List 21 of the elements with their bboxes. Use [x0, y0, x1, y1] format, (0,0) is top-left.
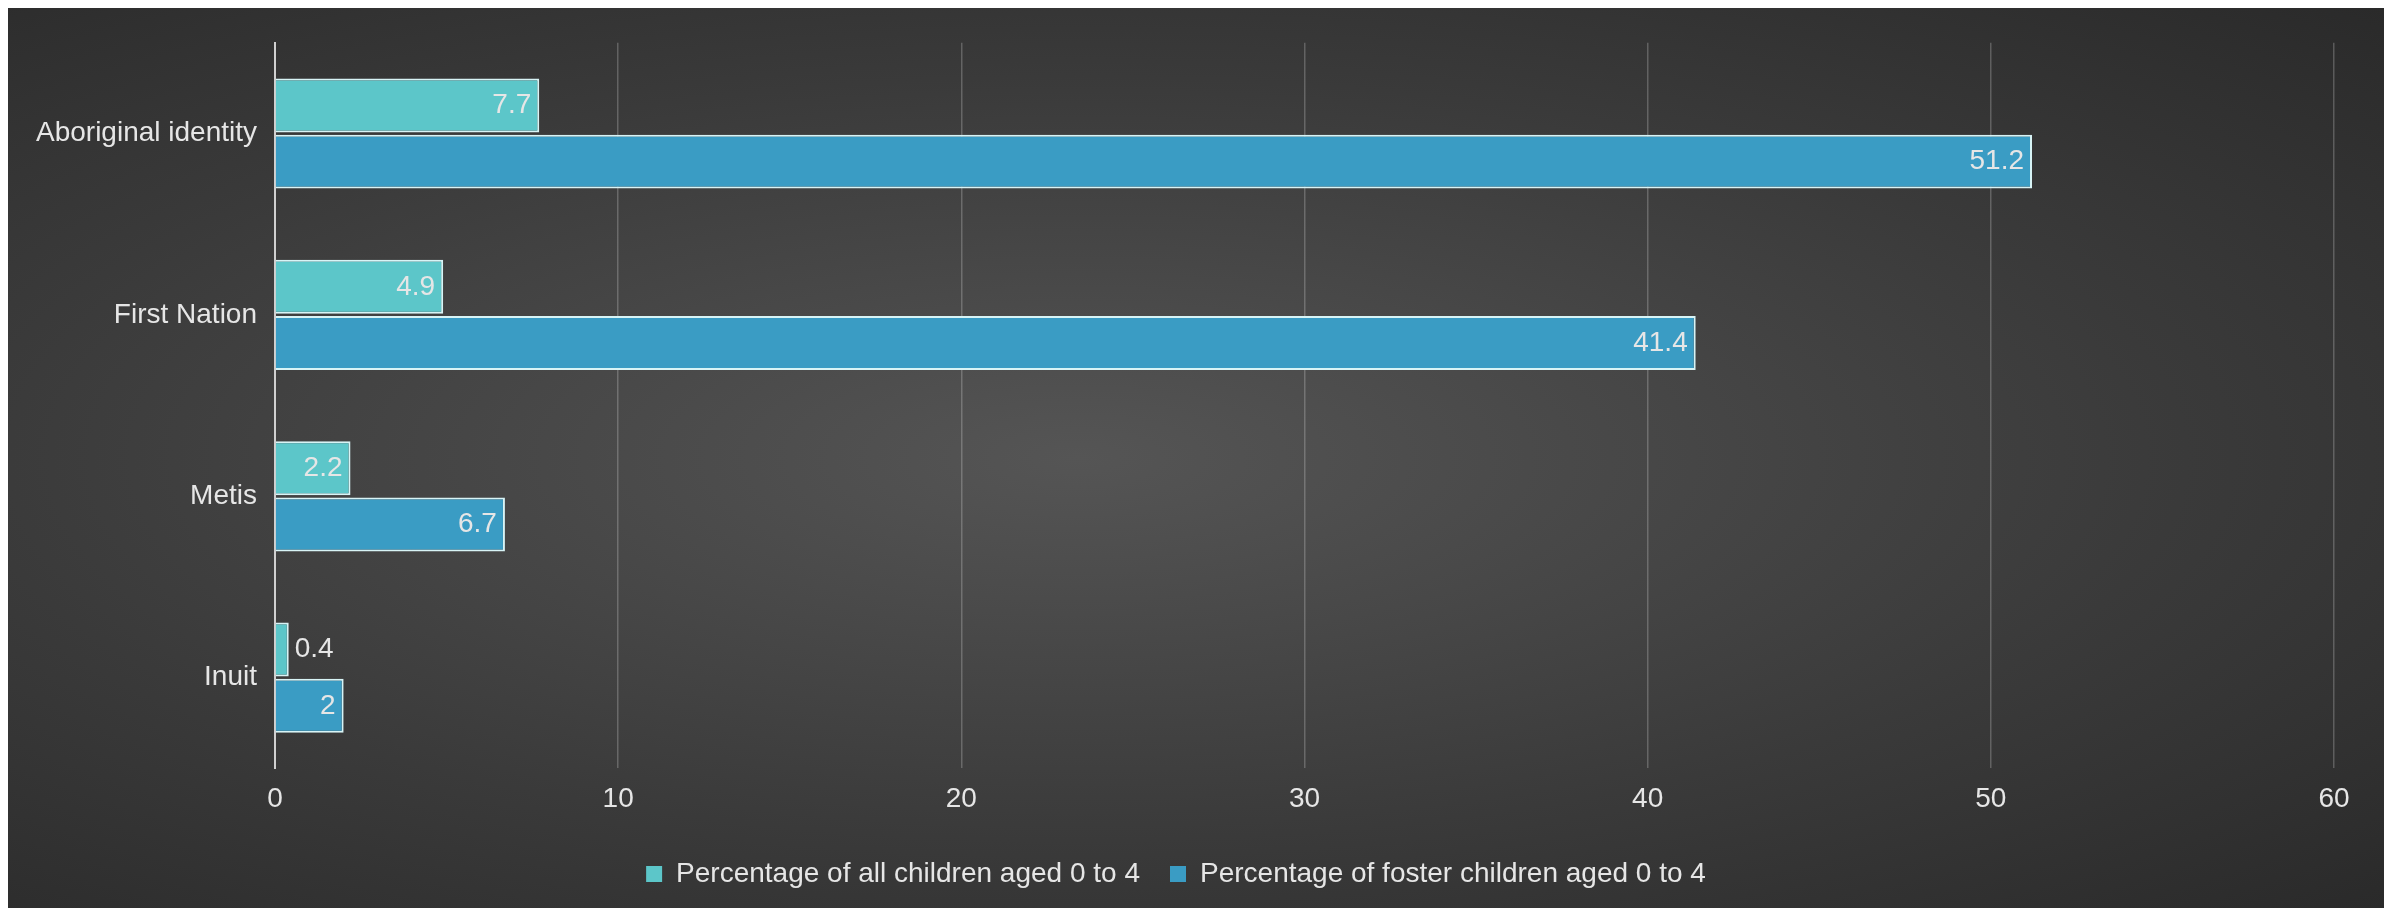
x-tick-label: 50: [1975, 781, 2007, 813]
data-label: 41.4: [1633, 325, 1688, 357]
data-label: 51.2: [1969, 144, 2025, 176]
x-tick-label: 60: [2318, 781, 2350, 813]
x-tick-label: 30: [1288, 781, 1321, 813]
y-tick-label: Inuit: [204, 660, 258, 692]
x-tick-label: 40: [1632, 781, 1664, 813]
data-label: 4.9: [396, 269, 436, 301]
data-label: 6.7: [458, 507, 497, 539]
data-label: 2.2: [303, 450, 343, 482]
x-tick-label: 20: [945, 781, 977, 813]
data-label: 7.7: [492, 88, 532, 120]
y-tick-label: First Nation: [113, 297, 258, 329]
legend-label: Percentage of foster children aged 0 to 4: [1199, 856, 1706, 888]
data-label: 0.4: [294, 632, 334, 664]
legend-label: Percentage of all children aged 0 to 4: [676, 856, 1140, 888]
y-tick-label: Aboriginal identity: [35, 116, 258, 148]
x-tick-label: 0: [267, 781, 283, 813]
data-label: 2: [320, 688, 336, 720]
y-tick-label: Metis: [190, 479, 258, 511]
x-tick-label: 10: [602, 781, 634, 813]
